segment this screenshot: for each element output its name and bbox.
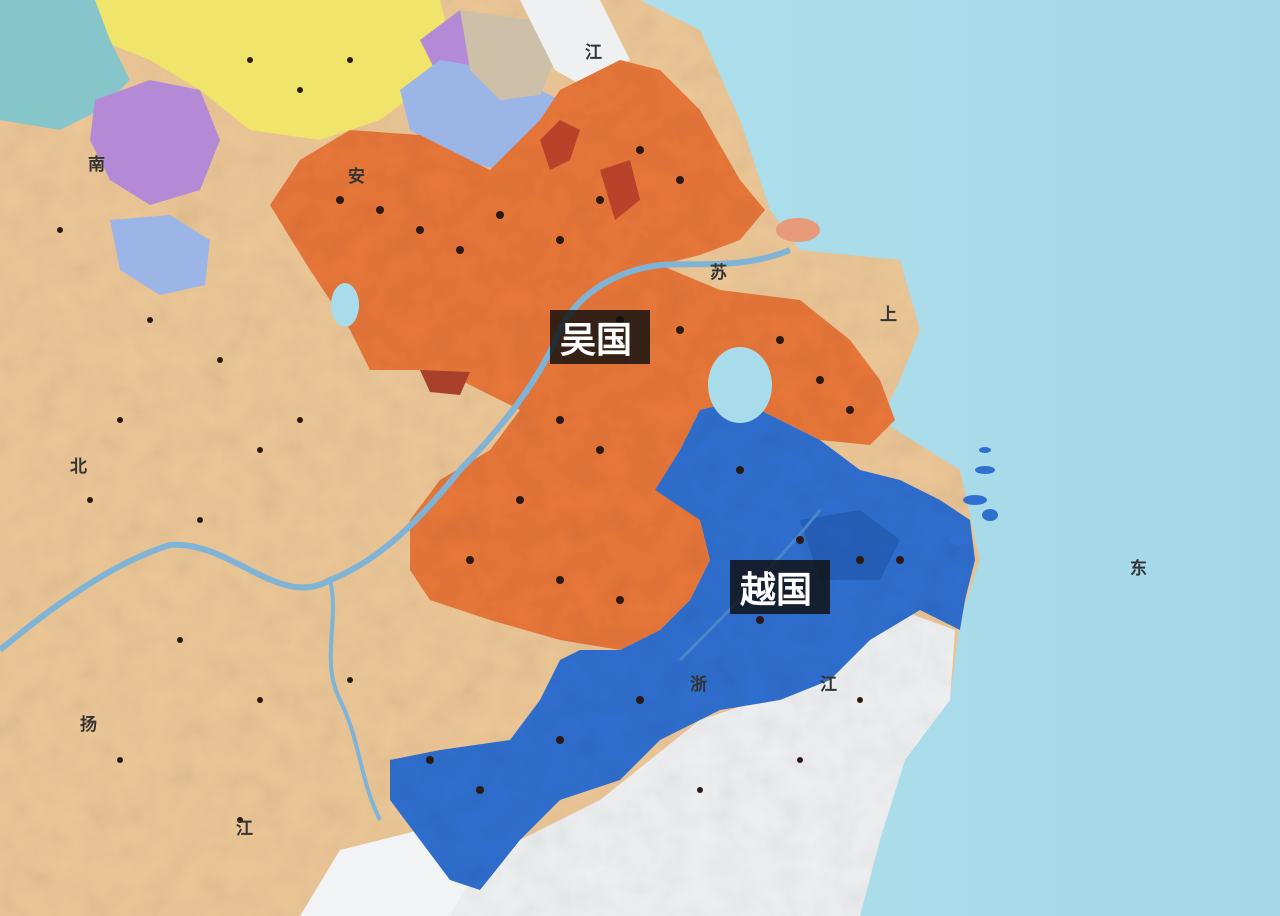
southern-land [420, 610, 955, 916]
label-nan: 南 [88, 154, 105, 175]
label-yang: 扬 [80, 714, 97, 735]
purple-state [90, 80, 220, 205]
yue-kingdom-label: 越国 [730, 560, 830, 614]
northern-yellow-state [90, 0, 450, 140]
label-su: 苏 [710, 262, 727, 283]
grey-patch [460, 10, 555, 100]
yangtze-river [0, 247, 792, 653]
coastal-islands [950, 447, 998, 546]
wu-kingdom-label: 吴国 [550, 310, 650, 364]
label-jiang-south: 江 [236, 819, 253, 839]
northwest-teal-state [0, 0, 130, 130]
southwest-white-land [300, 830, 470, 916]
label-jiang-east: 江 [820, 675, 837, 695]
wu-dark-accent-2 [600, 160, 640, 220]
label-jiang-north: 江 [585, 43, 602, 63]
river-tributary [328, 579, 382, 821]
small-lake [331, 283, 359, 327]
label-bei: 北 [70, 457, 87, 477]
wu-dark-accent-3 [420, 370, 470, 395]
white-patch-top [520, 0, 630, 90]
settlement-dots [57, 57, 904, 823]
label-an: 安 [348, 166, 365, 187]
label-shang: 上 [880, 305, 897, 325]
light-blue-state-west [110, 215, 210, 295]
label-zhe: 浙 [690, 674, 707, 695]
chongming-island [776, 218, 820, 242]
taihu-lake [708, 347, 772, 423]
label-dong: 东 [1130, 558, 1147, 579]
wu-dark-accent [540, 120, 580, 170]
yue-kingdom-label-text: 越国 [740, 569, 812, 611]
wu-kingdom-label-text: 吴国 [560, 319, 632, 361]
